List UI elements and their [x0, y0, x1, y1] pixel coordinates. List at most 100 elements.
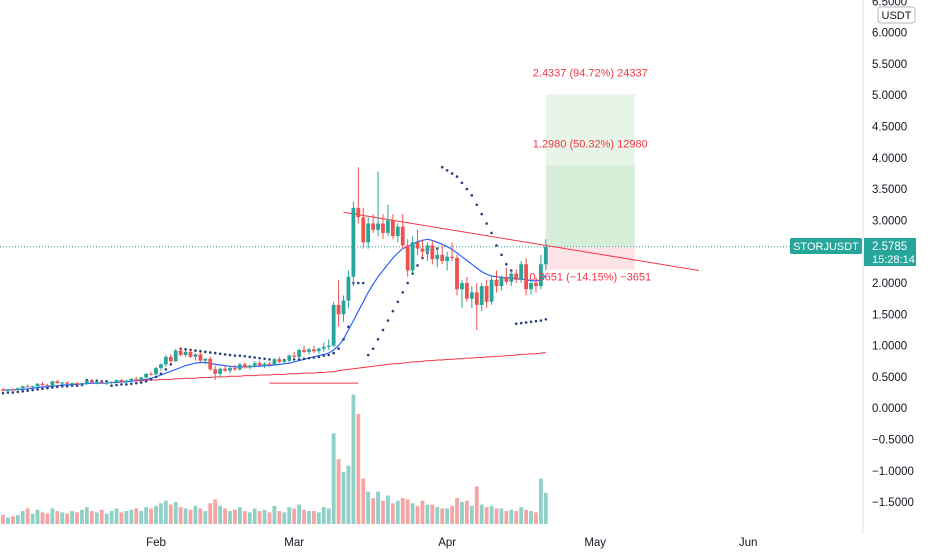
volume-bar — [114, 508, 119, 525]
volume-bar — [534, 512, 538, 525]
volume-bar — [124, 511, 129, 525]
volume-bar — [168, 504, 173, 525]
profit-zone-lower — [545, 165, 635, 247]
sar-dot — [421, 256, 424, 260]
candle-body — [272, 359, 277, 366]
target2-label: 2.4337 (94.72%) 24337 — [533, 67, 648, 79]
candle-body — [242, 364, 247, 368]
sar-dot — [495, 244, 498, 247]
candle-body — [40, 383, 45, 386]
candle-body — [55, 381, 60, 384]
candle-body — [84, 380, 89, 384]
volume-bar — [450, 505, 454, 525]
volume-bar — [188, 509, 193, 525]
candle-body — [188, 351, 193, 357]
sar-dot — [1, 391, 5, 395]
volume-bar — [455, 498, 459, 525]
volume-bar — [509, 509, 514, 525]
candle-body — [208, 358, 213, 370]
volume-bar — [84, 507, 89, 525]
candle-body — [154, 368, 158, 375]
volume-bar — [316, 512, 321, 525]
volume-bar — [119, 512, 124, 525]
sar-dot — [440, 165, 444, 169]
volume-bar — [35, 509, 40, 525]
candle-body — [445, 256, 450, 262]
volume-bar — [159, 503, 163, 525]
candle-body — [534, 283, 538, 287]
volume-bar — [109, 511, 114, 525]
price-tick-label: 6.0000 — [872, 28, 907, 40]
candle-body — [381, 223, 385, 233]
volume-bar — [257, 511, 262, 525]
time-tick-label: Mar — [284, 537, 304, 549]
candle-body — [494, 279, 499, 287]
sar-dot — [485, 222, 488, 225]
volume-bar — [247, 512, 252, 525]
volume-bar — [65, 513, 70, 525]
candle-body — [129, 378, 134, 381]
sar-dot — [95, 379, 99, 382]
sar-dot — [41, 387, 44, 391]
volume-bar — [60, 512, 65, 525]
candle-body — [455, 257, 459, 290]
time-tick-label: May — [584, 537, 606, 549]
volume-bar — [514, 511, 519, 525]
volume-bar — [50, 508, 55, 525]
time-tick-label: Jun — [739, 537, 758, 549]
volume-bar — [99, 509, 104, 525]
sar-dot — [297, 358, 301, 361]
candle-body — [262, 363, 267, 366]
volume-bar — [356, 413, 361, 525]
candle-body — [440, 254, 445, 262]
sar-dot — [218, 352, 222, 356]
sar-dot — [204, 350, 207, 354]
volume-bar — [321, 507, 326, 525]
price-tick-label: 5.0000 — [872, 90, 907, 102]
sar-dot — [514, 322, 518, 325]
sar-dot — [248, 355, 252, 359]
volume-bar — [30, 513, 35, 525]
volume-bar — [341, 472, 346, 525]
sar-dot — [391, 309, 395, 313]
stop-label: 0.3651 (−14.15%) −3651 — [529, 272, 651, 284]
candles[interactable] — [1, 167, 548, 392]
volume-bar — [425, 504, 430, 525]
candle-body — [302, 349, 306, 352]
volume-bar — [489, 505, 494, 525]
volume-bar — [524, 509, 529, 525]
volume-bar — [381, 500, 385, 525]
candle-body — [415, 242, 420, 249]
currency-label: USDT — [882, 10, 912, 22]
volume-bar — [218, 505, 223, 525]
volume-bar — [25, 508, 30, 525]
candle-body — [499, 276, 504, 287]
volume-bar — [198, 508, 203, 525]
candle-body — [277, 359, 282, 362]
volume-bar — [395, 500, 400, 525]
candle-body — [50, 381, 55, 386]
candle-body — [15, 388, 20, 391]
candle-body — [543, 246, 548, 265]
candle-body — [361, 217, 366, 243]
volume-bar — [213, 499, 218, 525]
candle-body — [524, 264, 529, 290]
volume-bar — [371, 498, 376, 525]
candle-body — [213, 369, 218, 374]
symbol-tag[interactable]: STORJUSDT — [790, 238, 862, 254]
time-axis[interactable]: Feb Mar Apr May Jun — [146, 537, 757, 549]
sar-dot — [534, 319, 538, 323]
currency-badge[interactable]: USDT — [877, 6, 916, 24]
sar-dot — [342, 338, 345, 341]
sar-dot — [21, 389, 25, 393]
candle-body — [124, 380, 129, 382]
price-tick-label: 6.5000 — [872, 0, 907, 8]
sar-dot — [396, 300, 400, 304]
volume-bar — [15, 514, 20, 525]
candle-body — [321, 346, 326, 349]
sar-dot — [312, 356, 316, 359]
volume-bar — [6, 517, 10, 525]
volume-bar — [336, 459, 341, 525]
